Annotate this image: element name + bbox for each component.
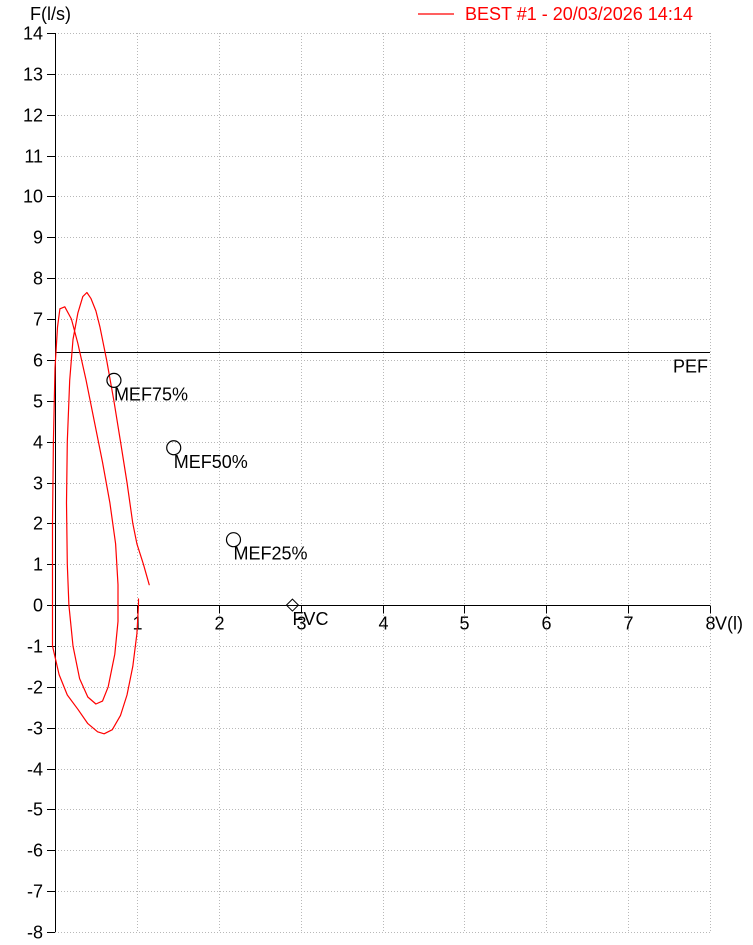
y-tick-label: 14 <box>23 24 43 44</box>
y-tick-label: 7 <box>33 310 43 330</box>
pef-label: PEF <box>673 357 708 377</box>
y-tick-label: -6 <box>27 841 43 861</box>
y-tick-label: 10 <box>23 187 43 207</box>
legend: BEST #1 - 20/03/2026 14:14 <box>418 4 693 24</box>
x-tick-label: 3 <box>296 614 306 634</box>
y-tick-label: 12 <box>23 106 43 126</box>
legend-label: BEST #1 - 20/03/2026 14:14 <box>465 4 693 24</box>
marker-layer: MEF75% MEF50% MEF25% FVC <box>106 372 328 629</box>
marker-label: MEF50% <box>174 452 248 472</box>
x-axis-title: V(l) <box>715 614 743 634</box>
y-tick-label: 11 <box>24 147 43 167</box>
y-tick-label: 1 <box>33 555 43 575</box>
marker-label: MEF75% <box>114 384 188 404</box>
y-tick-label: 0 <box>33 596 43 616</box>
marker-mef50 <box>166 440 182 456</box>
y-tick-label: 9 <box>33 228 43 248</box>
y-tick-label: 4 <box>33 433 43 453</box>
y-tick-label: -7 <box>27 882 43 902</box>
y-tick-label: 6 <box>33 351 43 371</box>
marker-mef25 <box>225 532 242 548</box>
y-tick-label: 8 <box>33 269 43 289</box>
marker-mef75 <box>106 372 122 388</box>
y-tick-label: -2 <box>27 678 43 698</box>
x-tick-label: 6 <box>541 614 551 634</box>
marker-label: FVC <box>292 609 328 629</box>
x-tick-label: 5 <box>459 614 469 634</box>
y-axis-title: F(l/s) <box>30 4 71 24</box>
y-tick-label: 13 <box>23 65 43 85</box>
x-tick-label: 2 <box>214 614 224 634</box>
series-layer: PEF <box>51 291 710 735</box>
x-tick-label: 7 <box>623 614 633 634</box>
marker-label: MEF25% <box>233 544 307 564</box>
y-tick-label: -5 <box>27 800 43 820</box>
y-tick-label: -1 <box>27 637 43 657</box>
y-tick-label: 5 <box>33 392 43 412</box>
y-tick-label: 2 <box>33 514 43 534</box>
y-tick-label: -4 <box>27 760 43 780</box>
marker-fvc <box>285 598 300 612</box>
x-tick-label: 4 <box>378 614 388 634</box>
y-tick-label: -3 <box>27 719 43 739</box>
y-tick-label: -8 <box>27 923 43 943</box>
series-line-0 <box>51 291 150 735</box>
y-tick-label: 3 <box>33 474 43 494</box>
x-tick-label: 8 <box>705 614 715 634</box>
grid-layer <box>55 33 711 933</box>
